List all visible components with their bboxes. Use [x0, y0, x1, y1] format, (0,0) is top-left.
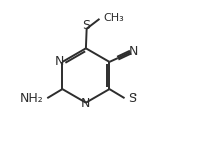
Text: N: N: [54, 55, 64, 68]
Text: N: N: [129, 45, 139, 58]
Text: NH₂: NH₂: [20, 92, 44, 105]
Text: S: S: [82, 19, 90, 32]
Text: ·: ·: [133, 89, 138, 104]
Text: N: N: [81, 97, 90, 110]
Text: CH₃: CH₃: [103, 13, 124, 23]
Text: S: S: [128, 92, 136, 105]
